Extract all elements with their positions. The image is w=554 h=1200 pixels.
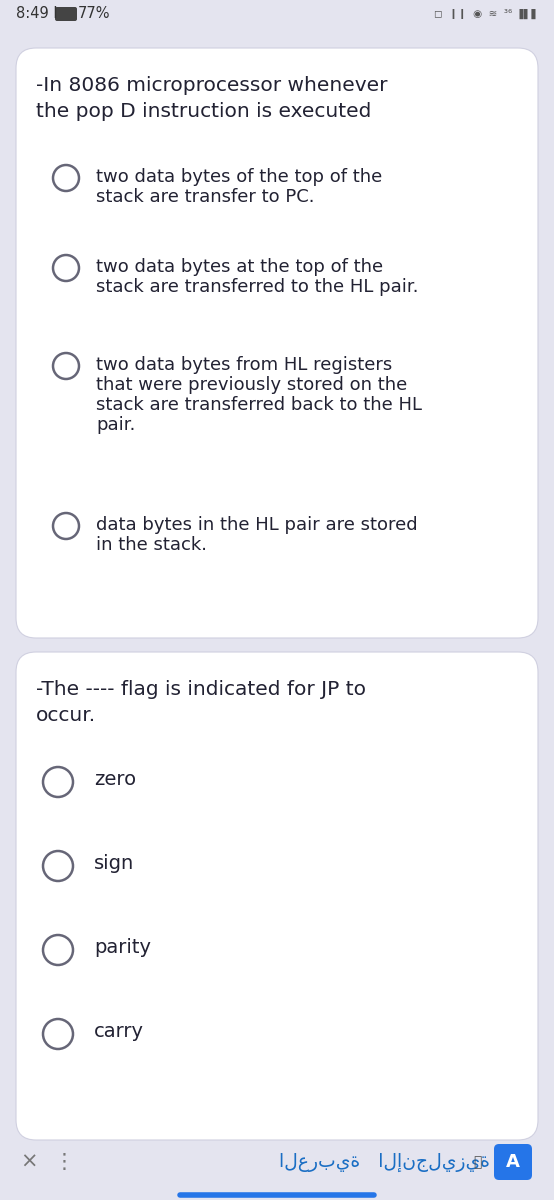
Text: data bytes in the HL pair are stored: data bytes in the HL pair are stored xyxy=(96,516,418,534)
FancyBboxPatch shape xyxy=(16,652,538,1140)
Text: 👤: 👤 xyxy=(474,1154,482,1169)
FancyBboxPatch shape xyxy=(55,7,77,20)
Text: two data bytes from HL registers: two data bytes from HL registers xyxy=(96,356,392,374)
Text: occur.: occur. xyxy=(36,706,96,725)
FancyBboxPatch shape xyxy=(494,1144,532,1180)
Text: parity: parity xyxy=(94,938,151,958)
Text: -The ---- flag is indicated for JP to: -The ---- flag is indicated for JP to xyxy=(36,680,366,698)
Text: two data bytes at the top of the: two data bytes at the top of the xyxy=(96,258,383,276)
Text: the pop D instruction is executed: the pop D instruction is executed xyxy=(36,102,371,121)
Text: that were previously stored on the: that were previously stored on the xyxy=(96,376,407,394)
Text: -In 8086 microprocessor whenever: -In 8086 microprocessor whenever xyxy=(36,76,387,95)
Text: pair.: pair. xyxy=(96,416,135,434)
Text: sign: sign xyxy=(94,854,134,874)
FancyBboxPatch shape xyxy=(16,48,538,638)
Text: stack are transfer to PC.: stack are transfer to PC. xyxy=(96,188,315,206)
Text: two data bytes of the top of the: two data bytes of the top of the xyxy=(96,168,382,186)
Text: stack are transferred back to the HL: stack are transferred back to the HL xyxy=(96,396,422,414)
Text: 8:49 I: 8:49 I xyxy=(16,6,58,22)
Text: ◻  ❙❙  ◉  ≋  ³⁶ ▐▌▌: ◻ ❙❙ ◉ ≋ ³⁶ ▐▌▌ xyxy=(434,8,540,19)
Text: ⋮: ⋮ xyxy=(54,1152,75,1172)
Text: A: A xyxy=(506,1153,520,1171)
Text: stack are transferred to the HL pair.: stack are transferred to the HL pair. xyxy=(96,278,418,296)
Text: العربية   الإنجليزية: العربية الإنجليزية xyxy=(279,1152,490,1171)
Text: ×: × xyxy=(20,1152,38,1172)
Text: carry: carry xyxy=(94,1022,144,1040)
Text: 77%: 77% xyxy=(78,6,110,22)
Text: in the stack.: in the stack. xyxy=(96,536,207,554)
Text: zero: zero xyxy=(94,770,136,790)
